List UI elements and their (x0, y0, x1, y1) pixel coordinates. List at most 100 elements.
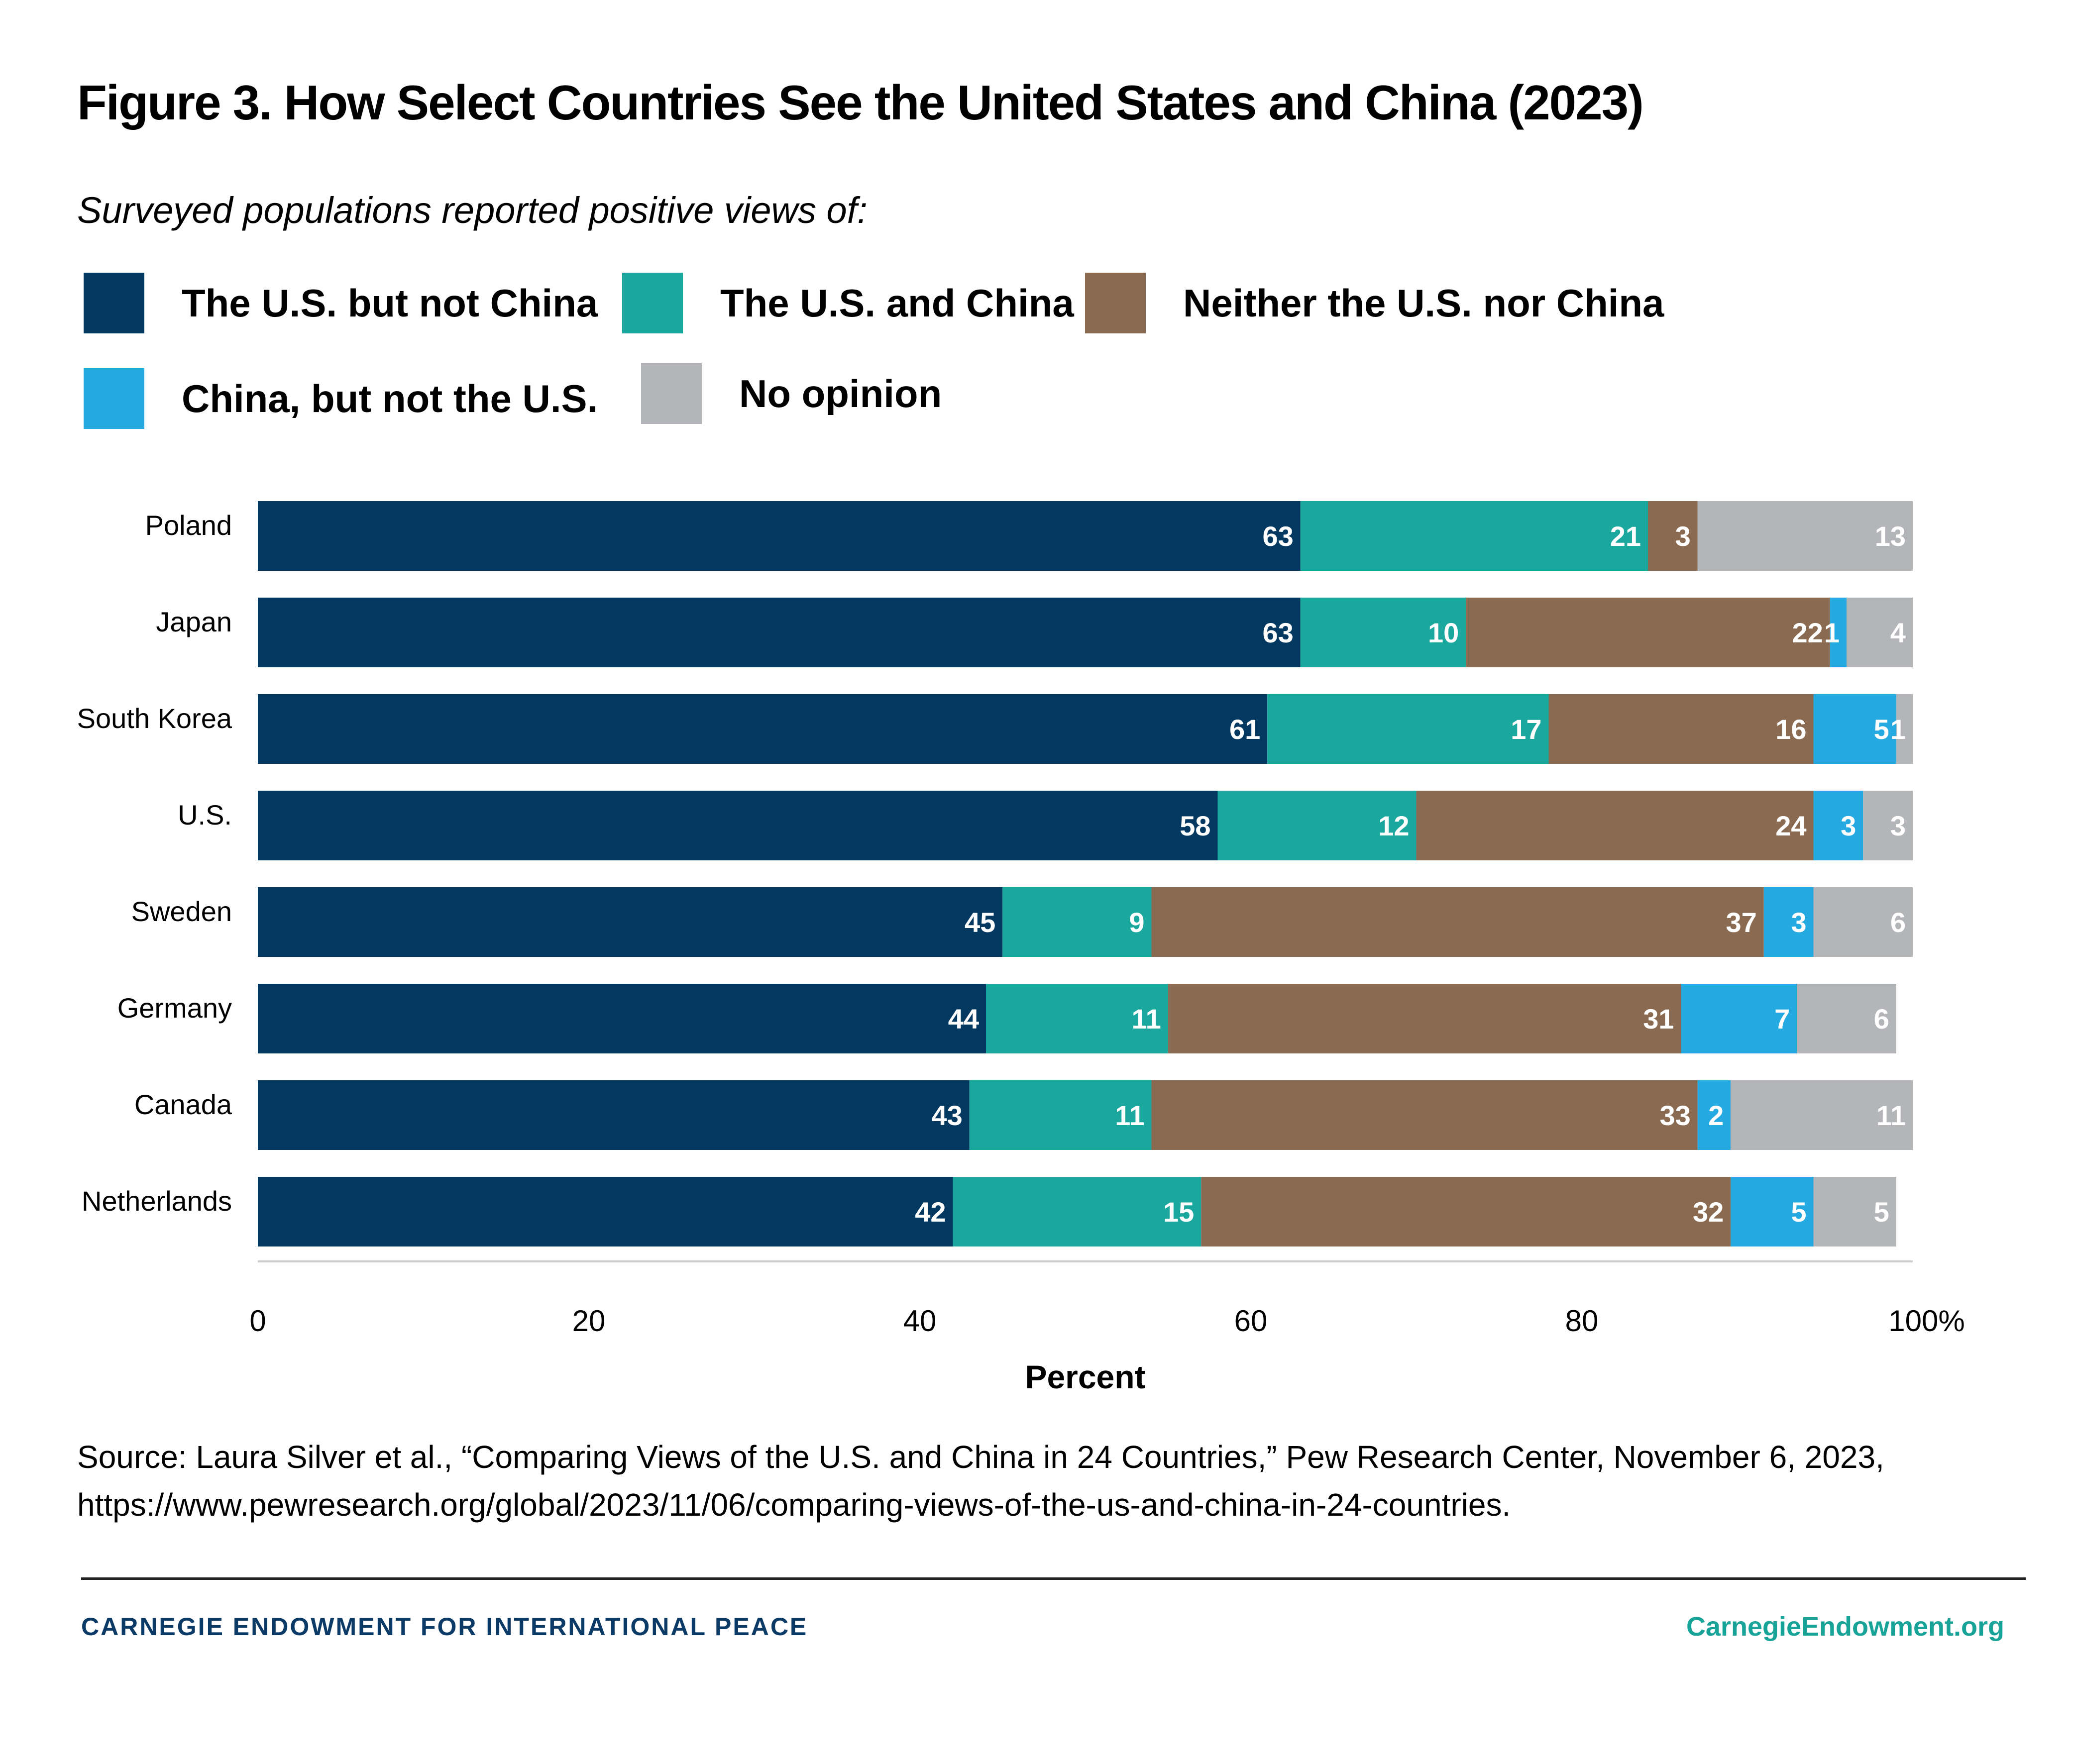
bar-segment (1201, 1177, 1731, 1246)
data-label: 21 (1610, 520, 1641, 552)
x-tick-label: 20 (572, 1304, 606, 1338)
legend-label: No opinion (739, 371, 942, 415)
data-label: 9 (1129, 907, 1144, 938)
bar-segment (1151, 1080, 1698, 1150)
data-label: 24 (1775, 810, 1806, 841)
data-label: 44 (948, 1003, 979, 1035)
bar-segment (969, 1080, 1152, 1150)
bar-segment (1847, 598, 1913, 667)
data-label: 6 (1890, 907, 1906, 938)
data-label: 45 (965, 907, 995, 938)
data-label: 11 (1115, 1100, 1144, 1131)
data-label: 32 (1693, 1196, 1724, 1228)
legend-swatch (84, 368, 144, 429)
x-tick-label: 80 (1565, 1304, 1599, 1338)
bar-segment (1697, 1080, 1731, 1150)
category-label: Japan (156, 606, 232, 637)
data-label: 43 (931, 1100, 962, 1131)
legend-item-no-opinion: No opinion (641, 363, 942, 424)
bar-segment (258, 791, 1218, 860)
data-label: 31 (1643, 1003, 1674, 1035)
bar-segment (1648, 501, 1698, 571)
category-label: Germany (117, 992, 232, 1024)
data-label: 3 (1791, 907, 1806, 938)
data-label: 37 (1726, 907, 1756, 938)
data-label: 4 (1890, 617, 1906, 648)
chart-subtitle: Surveyed populations reported positive v… (77, 190, 868, 231)
category-label: Canada (134, 1089, 232, 1120)
bar-segment (258, 887, 1003, 957)
bar-segment (1731, 1177, 1814, 1246)
x-tick-label: 60 (1234, 1304, 1268, 1338)
data-label: 42 (915, 1196, 946, 1228)
bar-segment (1830, 598, 1847, 667)
organization-name: CARNEGIE ENDOWMENT FOR INTERNATIONAL PEA… (81, 1613, 808, 1641)
bar-segment (1797, 984, 1896, 1053)
data-label: 11 (1876, 1100, 1906, 1131)
data-label: 5 (1791, 1196, 1806, 1228)
category-label: Poland (145, 510, 232, 541)
data-label: 11 (1132, 1003, 1161, 1035)
bar-segment (1731, 1080, 1913, 1150)
bar-segment (1267, 694, 1549, 764)
bar-segment (258, 1080, 970, 1150)
bar-segment (1813, 887, 1913, 957)
website-link[interactable]: CarnegieEndowment.org (1686, 1612, 2004, 1642)
category-label: Sweden (131, 896, 232, 927)
bar-segment (1813, 791, 1863, 860)
legend-item-us-and-china: The U.S. and China (622, 273, 1074, 333)
data-label: 58 (1180, 810, 1210, 841)
bar-segment (1863, 791, 1913, 860)
data-label: 17 (1511, 714, 1541, 745)
bar-segment (1168, 984, 1681, 1053)
legend-swatch (84, 273, 144, 333)
bar-segment (258, 501, 1301, 571)
data-label: 61 (1229, 714, 1260, 745)
bar-segment (1813, 1177, 1896, 1246)
chart-title: Figure 3. How Select Countries See the U… (77, 75, 1644, 130)
legend-label: The U.S. and China (720, 281, 1074, 325)
legend-label: Neither the U.S. nor China (1183, 281, 1664, 325)
bar-segment (1217, 791, 1417, 860)
data-label: 22 (1792, 617, 1823, 648)
data-label: 6 (1874, 1003, 1889, 1035)
bar-segment (258, 598, 1301, 667)
category-label: South Korea (77, 703, 232, 734)
data-label: 5 (1874, 1196, 1889, 1228)
bar-segment (1896, 694, 1913, 764)
data-label: 7 (1774, 1003, 1790, 1035)
data-label: 16 (1775, 714, 1806, 745)
footer-divider (81, 1577, 2026, 1580)
data-label: 3 (1890, 810, 1906, 841)
data-label: 1 (1824, 617, 1840, 648)
category-label: Netherlands (82, 1185, 232, 1217)
legend-item-neither: Neither the U.S. nor China (1085, 273, 1664, 333)
data-label: 2 (1708, 1100, 1724, 1131)
data-label: 13 (1875, 520, 1906, 552)
x-axis-title: Percent (1025, 1358, 1145, 1395)
bar-segment (1300, 501, 1648, 571)
data-label: 15 (1163, 1196, 1194, 1228)
bar-segment (1466, 598, 1830, 667)
legend-label: The U.S. but not China (182, 281, 598, 325)
data-label: 1 (1890, 714, 1906, 745)
data-label: 33 (1659, 1100, 1690, 1131)
bar-segment (986, 984, 1168, 1053)
legend-item-us-not-china: The U.S. but not China (84, 273, 598, 333)
bar-segment (1763, 887, 1814, 957)
legend-label: China, but not the U.S. (182, 376, 598, 420)
data-label: 63 (1262, 617, 1293, 648)
legend-swatch (622, 273, 683, 333)
legend-item-china-not-us: China, but not the U.S. (84, 368, 598, 429)
category-label: U.S. (178, 799, 232, 830)
source-note: Source: Laura Silver et al., “Comparing … (77, 1439, 1884, 1523)
data-label: 12 (1378, 810, 1409, 841)
bar-segment (1813, 694, 1896, 764)
x-tick-label: 40 (903, 1304, 937, 1338)
bar-segment (1681, 984, 1797, 1053)
data-label: 63 (1262, 520, 1293, 552)
x-tick-label: 0 (249, 1304, 266, 1338)
legend-swatch (1085, 273, 1146, 333)
bar-segment (1300, 598, 1466, 667)
bar-segment (258, 984, 986, 1053)
